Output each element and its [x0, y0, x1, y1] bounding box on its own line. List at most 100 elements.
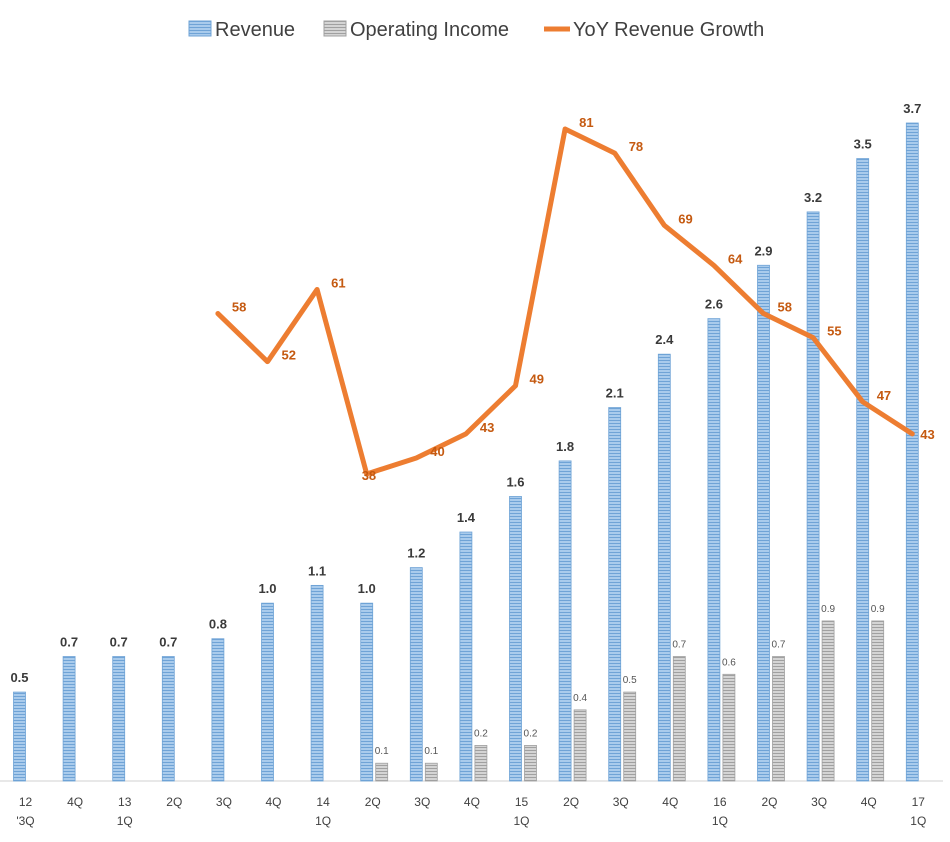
x-tick-label: 3Q — [613, 795, 629, 809]
operating-income-bar — [722, 673, 736, 782]
x-tick-label: 12 — [19, 795, 33, 809]
legend-label-revenue: Revenue — [215, 19, 295, 41]
revenue-data-label: 2.1 — [606, 386, 624, 401]
operating-income-bar — [871, 620, 885, 782]
operating-income-data-label: 0.2 — [524, 728, 538, 739]
revenue-data-label: 0.5 — [10, 670, 28, 685]
yoy-data-label: 49 — [530, 372, 544, 387]
yoy-revenue-growth-line — [215, 126, 915, 477]
yoy-data-label: 43 — [920, 427, 934, 442]
revenue-data-label: 2.6 — [705, 297, 723, 312]
revenue-bar — [62, 656, 76, 782]
x-tick-label: 13 — [118, 795, 132, 809]
x-tick-label: 17 — [912, 795, 926, 809]
revenue-bar — [360, 602, 374, 782]
revenue-data-label: 1.8 — [556, 439, 574, 454]
operating-income-data-label: 0.5 — [623, 675, 637, 686]
operating-income-data-label: 0.9 — [821, 604, 835, 615]
yoy-data-label: 64 — [728, 251, 743, 266]
revenue-bar — [310, 584, 324, 782]
x-tick-label: 3Q — [811, 795, 827, 809]
operating-income-bar — [672, 656, 686, 782]
revenue-bar — [161, 656, 175, 782]
operating-income-bar — [424, 762, 438, 782]
revenue-data-label: 0.7 — [110, 635, 128, 650]
revenue-bar — [112, 656, 126, 782]
x-tick-label: 4Q — [861, 795, 877, 809]
revenue-data-label: 0.7 — [60, 635, 78, 650]
operating-income-bar — [573, 709, 587, 782]
operating-income-bar — [375, 762, 389, 782]
yoy-data-label: 38 — [362, 468, 376, 483]
operating-income-bar — [821, 620, 835, 782]
revenue-data-label: 0.8 — [209, 617, 227, 632]
x-tick-label-year: 1Q — [117, 814, 133, 828]
revenue-bar — [409, 567, 423, 782]
revenue-data-label: 2.4 — [655, 332, 674, 347]
x-tick-label-year: 1Q — [910, 814, 926, 828]
x-tick-label: 3Q — [414, 795, 430, 809]
operating-income-data-label: 0.7 — [672, 640, 686, 651]
yoy-data-label: 69 — [678, 211, 692, 226]
x-tick-label-year: '3Q — [16, 814, 34, 828]
operating-income-bar — [772, 656, 785, 782]
x-tick-label: 4Q — [464, 795, 480, 809]
yoy-data-label: 61 — [331, 275, 345, 290]
revenue-data-label: 3.2 — [804, 190, 822, 205]
x-tick-label: 4Q — [67, 795, 83, 809]
x-tick-label-year: 1Q — [513, 814, 529, 828]
revenue-data-label: 1.0 — [358, 581, 376, 596]
x-tick-label-year: 1Q — [712, 814, 728, 828]
x-tick-label: 3Q — [216, 795, 232, 809]
revenue-data-label: 0.7 — [159, 635, 177, 650]
operating-income-data-label: 0.1 — [375, 746, 389, 757]
x-tick-label-year: 1Q — [315, 814, 331, 828]
revenue-data-label: 3.5 — [854, 137, 872, 152]
revenue-bar — [856, 158, 870, 782]
x-tick-label: 15 — [515, 795, 529, 809]
operating-income-bar — [474, 745, 488, 782]
legend-swatch-operating-income — [323, 20, 347, 37]
yoy-data-label: 58 — [778, 300, 792, 315]
revenue-bar — [707, 318, 721, 782]
yoy-line-layer — [215, 126, 915, 477]
x-tick-label: 2Q — [761, 795, 777, 809]
yoy-data-label: 47 — [877, 388, 891, 403]
yoy-data-label: 40 — [430, 444, 444, 459]
yoy-data-label: 58 — [232, 300, 246, 315]
yoy-data-label: 81 — [579, 115, 593, 130]
operating-income-data-label: 0.9 — [871, 604, 885, 615]
legend-label-operating-income: Operating Income — [350, 19, 509, 41]
operating-income-data-label: 0.1 — [424, 746, 438, 757]
revenue-data-label: 2.9 — [754, 243, 772, 258]
operating-income-bar — [623, 691, 637, 782]
operating-income-bar — [524, 745, 537, 782]
revenue-data-label: 1.6 — [506, 474, 524, 489]
revenue-bar — [608, 407, 622, 782]
operating-income-data-label: 0.7 — [772, 640, 786, 651]
revenue-data-label: 1.4 — [457, 510, 476, 525]
legend: Revenue Operating Income YoY Revenue Gro… — [188, 19, 764, 41]
x-tick-label: 4Q — [662, 795, 678, 809]
x-tick-label: 2Q — [365, 795, 381, 809]
revenue-bar — [211, 638, 225, 782]
revenue-bar — [558, 460, 572, 782]
legend-label-yoy: YoY Revenue Growth — [573, 19, 764, 41]
revenue-data-label: 1.1 — [308, 563, 326, 578]
revenue-bar — [905, 122, 919, 782]
revenue-bar — [757, 264, 770, 782]
x-tick-label: 16 — [713, 795, 727, 809]
legend-swatch-revenue — [188, 20, 212, 37]
yoy-data-label: 55 — [827, 324, 841, 339]
operating-income-data-label: 0.4 — [573, 693, 587, 704]
revenue-bar — [509, 496, 522, 782]
revenue-bar — [459, 531, 473, 782]
yoy-data-label: 78 — [629, 139, 643, 154]
revenue-data-label: 1.2 — [407, 546, 425, 561]
x-tick-label: 4Q — [265, 795, 281, 809]
revenue-bar — [657, 353, 671, 782]
revenue-bar — [13, 691, 26, 782]
bars-layer — [13, 122, 919, 782]
revenue-data-label: 1.0 — [258, 581, 276, 596]
